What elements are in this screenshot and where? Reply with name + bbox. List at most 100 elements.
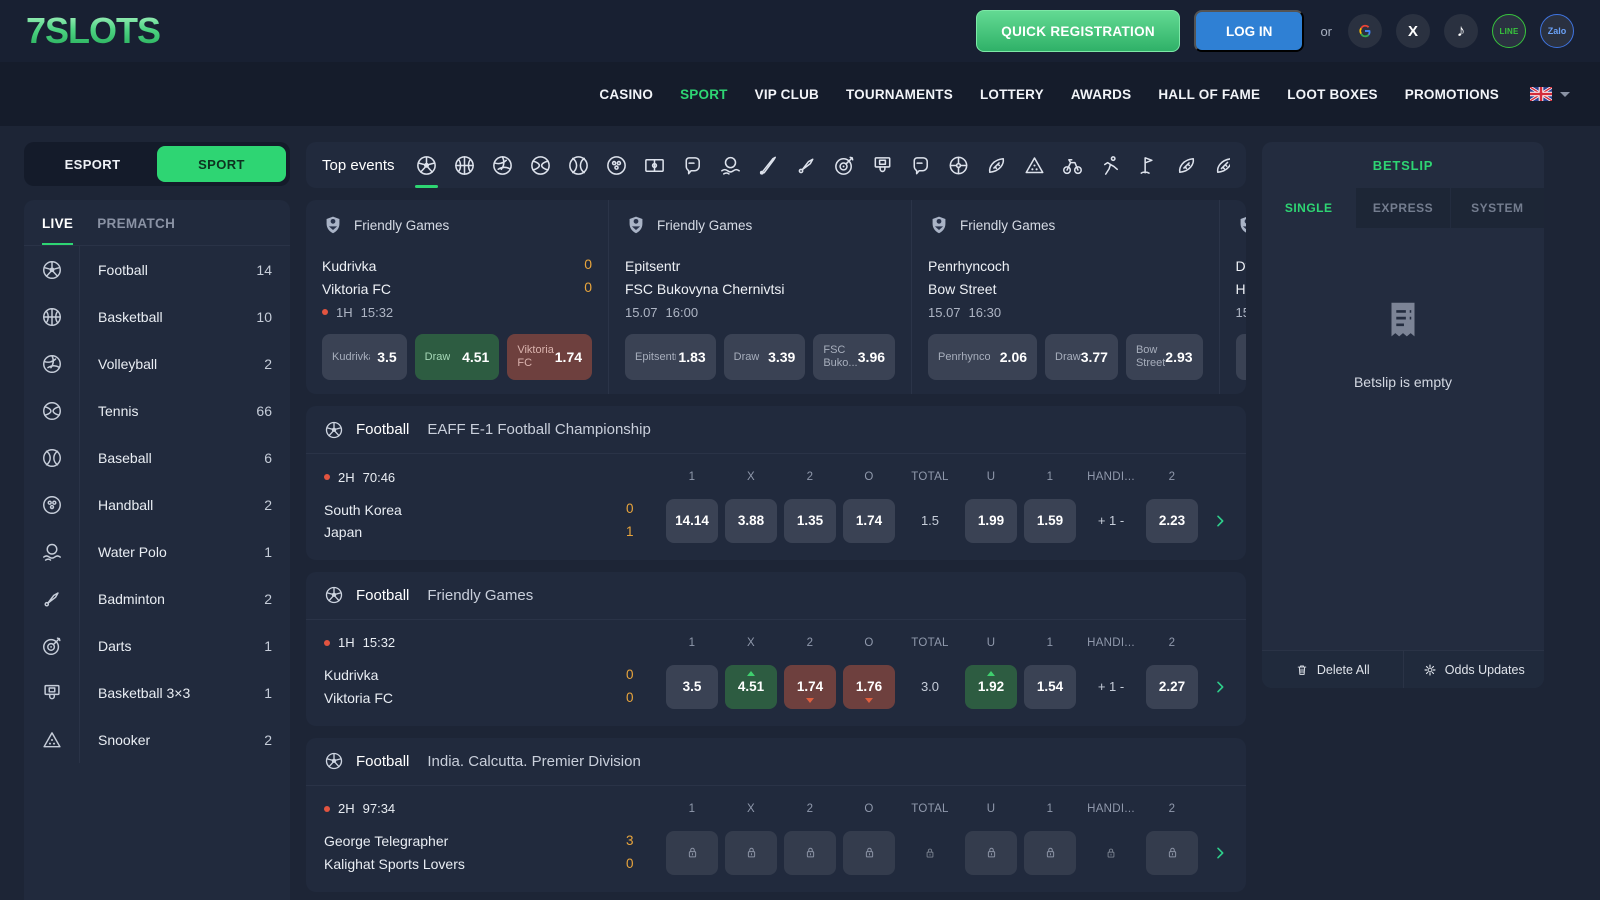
nav-item-loot-boxes[interactable]: LOOT BOXES: [1287, 86, 1378, 102]
odd-button-draw[interactable]: Draw 3.77: [1045, 334, 1118, 380]
match-date: 15.07: [928, 304, 961, 320]
nav-item-vip-club[interactable]: VIP CLUB: [754, 86, 819, 102]
odd-button-x[interactable]: 4.51: [725, 664, 777, 709]
sidebar-item-snooker[interactable]: Snooker 2: [24, 716, 290, 763]
sidebar-item-volleyball[interactable]: Volleyball 2: [24, 340, 290, 387]
hockey-stick-icon[interactable]: [757, 142, 780, 188]
odd-button-home[interactable]: Dy o: [1235, 334, 1246, 380]
event-card[interactable]: Dyn Hun 15.0 Dy o: [1220, 200, 1246, 394]
login-button[interactable]: LOG IN: [1193, 10, 1305, 52]
sport-toggle-button[interactable]: SPORT: [157, 146, 286, 182]
american-football-icon[interactable]: [1213, 142, 1230, 188]
handball-icon[interactable]: [605, 142, 628, 188]
tiktok-icon[interactable]: ♪: [1444, 14, 1478, 48]
athletics-icon[interactable]: [1099, 142, 1122, 188]
match-teams[interactable]: South Korea Japan: [324, 499, 626, 544]
darts-icon[interactable]: [833, 142, 856, 188]
tab-live[interactable]: LIVE: [42, 216, 74, 245]
rugby-icon[interactable]: [985, 142, 1008, 188]
baseball-icon[interactable]: [567, 142, 590, 188]
odd-button-handicap-2[interactable]: 2.23: [1146, 498, 1198, 543]
odd-button-draw[interactable]: Draw 4.51: [414, 334, 500, 380]
badminton-icon[interactable]: [795, 142, 818, 188]
league-section-header[interactable]: Football EAFF E-1 Football Championship: [306, 406, 1246, 454]
google-icon[interactable]: [1348, 14, 1382, 48]
tab-express[interactable]: EXPRESS: [1355, 188, 1450, 228]
nav-item-casino[interactable]: CASINO: [599, 86, 654, 102]
sidebar-item-badminton[interactable]: Badminton 2: [24, 575, 290, 622]
tab-single[interactable]: SINGLE: [1262, 188, 1356, 228]
expand-match-chevron-icon[interactable]: [1198, 845, 1228, 861]
expand-match-chevron-icon[interactable]: [1198, 513, 1228, 529]
cycling-icon[interactable]: [1061, 142, 1084, 188]
expand-match-chevron-icon[interactable]: [1198, 679, 1228, 695]
sidebar-item-basketball-3x3[interactable]: Basketball 3×3 1: [24, 669, 290, 716]
top-events-label: Top events: [322, 156, 395, 174]
x-icon[interactable]: X: [1396, 14, 1430, 48]
odd-button-away[interactable]: FSC Buko... 3.96: [813, 334, 896, 380]
tab-system[interactable]: SYSTEM: [1449, 188, 1544, 228]
nav-item-lottery[interactable]: LOTTERY: [979, 86, 1044, 102]
site-logo[interactable]: 7SLOTS: [26, 10, 161, 51]
odds-updates-button[interactable]: Odds Updates: [1404, 651, 1545, 688]
match-teams[interactable]: Kudrivka Viktoria FC: [324, 664, 626, 709]
boxing-icon[interactable]: [681, 142, 704, 188]
zalo-icon[interactable]: Zalo: [1540, 14, 1574, 48]
odd-button-2[interactable]: 1.74: [784, 664, 836, 709]
esport-toggle-button[interactable]: ESPORT: [64, 156, 121, 172]
line-icon[interactable]: LINE: [1492, 14, 1526, 48]
table-football-icon[interactable]: [643, 142, 666, 188]
golf-icon[interactable]: [1137, 142, 1160, 188]
snooker-icon[interactable]: [1023, 142, 1046, 188]
odd-button-away[interactable]: Bow Street 2.93: [1125, 334, 1203, 380]
tennis-icon[interactable]: [529, 142, 552, 188]
nav-item-tournaments[interactable]: TOURNAMENTS: [845, 86, 953, 102]
mma-glove-icon[interactable]: [909, 142, 932, 188]
odd-button-draw[interactable]: Draw 3.39: [723, 334, 806, 380]
odd-button-under[interactable]: 1.92: [965, 664, 1017, 709]
sidebar-item-water-polo[interactable]: Water Polo 1: [24, 528, 290, 575]
sidebar-item-handball[interactable]: Handball 2: [24, 481, 290, 528]
quick-registration-button[interactable]: QUICK REGISTRATION: [976, 10, 1180, 52]
rugby-league-icon[interactable]: [1175, 142, 1198, 188]
odd-button-handicap-1[interactable]: 1.54: [1024, 664, 1076, 709]
event-card[interactable]: Friendly Games Epitsentr FSC Bukovyna Ch…: [609, 200, 912, 394]
odd-button-under[interactable]: 1.99: [965, 498, 1017, 543]
football-icon[interactable]: [414, 142, 438, 188]
odd-button-1[interactable]: 3.5: [666, 664, 718, 709]
sidebar-item-baseball[interactable]: Baseball 6: [24, 434, 290, 481]
odd-button-handicap-1[interactable]: 1.59: [1024, 498, 1076, 543]
sidebar-item-basketball[interactable]: Basketball 10: [24, 293, 290, 340]
nav-item-promotions[interactable]: PROMOTIONS: [1404, 86, 1499, 102]
water-polo-icon[interactable]: [719, 142, 742, 188]
odd-button-home[interactable]: Epitsentr 1.83: [625, 334, 716, 380]
odd-button-home[interactable]: Penrhynco...2.06: [928, 334, 1038, 380]
sidebar-item-football[interactable]: Football 14: [24, 246, 290, 293]
odd-button-2[interactable]: 1.35: [784, 498, 836, 543]
odd-button-handicap-2[interactable]: 2.27: [1146, 664, 1198, 709]
delete-all-button[interactable]: Delete All: [1262, 651, 1404, 688]
basketball-3x3-icon[interactable]: [871, 142, 894, 188]
odd-button-over[interactable]: 1.76: [843, 664, 895, 709]
wheel-icon[interactable]: [947, 142, 970, 188]
league-section-header[interactable]: Football India. Calcutta. Premier Divisi…: [306, 738, 1246, 786]
language-selector[interactable]: [1530, 87, 1570, 101]
nav-item-awards[interactable]: AWARDS: [1070, 86, 1132, 102]
odd-button-home[interactable]: Kudrivka3.5: [322, 334, 407, 380]
odd-button-1[interactable]: 14.14: [666, 498, 718, 543]
sidebar-item-darts[interactable]: Darts 1: [24, 622, 290, 669]
odd-button-x[interactable]: 3.88: [725, 498, 777, 543]
match-teams[interactable]: George Telegrapher Kalighat Sports Lover…: [324, 830, 626, 875]
nav-item-hall-of-fame[interactable]: HALL OF FAME: [1158, 86, 1261, 102]
odd-button-over[interactable]: 1.74: [843, 498, 895, 543]
basketball-icon[interactable]: [453, 142, 476, 188]
volleyball-icon[interactable]: [491, 142, 514, 188]
event-card[interactable]: Friendly Games Kudrivka 0 Viktoria FC 0 …: [306, 200, 609, 394]
odd-button-away[interactable]: Viktoria FC 1.74: [507, 334, 593, 380]
nav-item-sport[interactable]: SPORT: [680, 86, 728, 102]
league-shield-icon: [928, 214, 950, 236]
league-section-header[interactable]: Football Friendly Games: [306, 572, 1246, 620]
sidebar-item-tennis[interactable]: Tennis 66: [24, 387, 290, 434]
event-card[interactable]: Friendly Games Penrhyncoch Bow Street 15…: [912, 200, 1220, 394]
tab-prematch[interactable]: PREMATCH: [97, 216, 176, 231]
